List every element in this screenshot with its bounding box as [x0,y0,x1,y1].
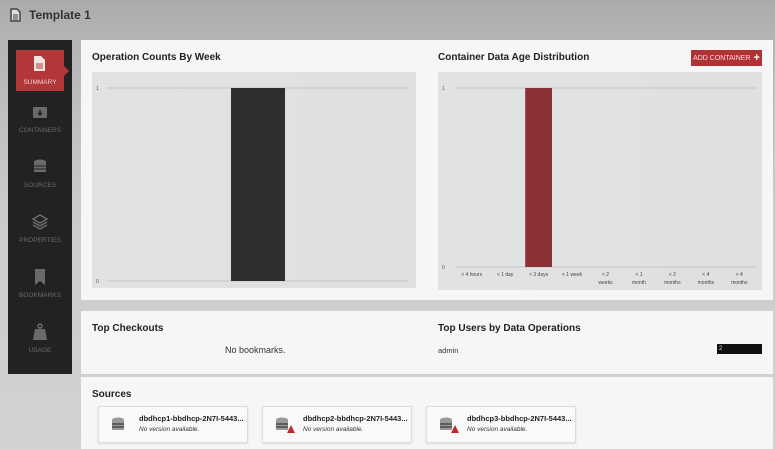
x-tick-label: < 2 [669,272,676,278]
age-chart-title: Container Data Age Distribution [438,52,590,63]
stats-panel [81,311,773,374]
sidebar-item-label: USAGE [28,347,52,354]
x-tick-label: months [698,280,715,286]
sidebar-item-label: CONTAINERS [18,127,62,134]
sidebar-item-properties[interactable]: PROPERTIES [8,201,72,256]
sidebar-item-usage[interactable]: USAGE [8,311,72,366]
weight-icon [33,323,47,340]
layers-icon [31,214,49,230]
sidebar: SUMMARY CONTAINERS SOURCES PROPERTIES BOOKMA… [8,40,72,374]
source-version: No version available. [139,426,200,433]
database-icon [276,417,295,433]
top-users-title: Top Users by Data Operations [438,323,581,334]
sidebar-item-sources[interactable]: SOURCES [8,146,72,201]
x-tick-label: < 1 week [562,272,583,278]
source-name: dbdhcp1-bbdhcp-2N7I-5443... [139,414,244,423]
database-icon [112,417,124,430]
user-name: admin [438,346,459,355]
x-tick-label: < 4 [702,272,709,278]
operation-chart-title: Operation Counts By Week [92,52,221,63]
source-name: dbdhcp3-bbdhcp-2N7I-5443... [467,414,572,423]
document-icon [34,56,45,71]
database-icon [34,159,46,172]
container-icon [33,107,47,118]
x-tick-label: < 3 days [529,272,549,278]
sidebar-item-bookmarks[interactable]: BOOKMARKS [8,256,72,311]
sidebar-item-containers[interactable]: CONTAINERS [8,91,72,146]
x-tick-label: < 2 [602,272,609,278]
y-tick-label: 0 [442,265,445,271]
y-tick-label: 1 [96,86,99,92]
document-icon [10,8,21,22]
y-tick-label: 0 [96,279,99,285]
age-chart: 0 1 < 4 hours < 1 day < 3 days < 1 week < 2 wee… [438,72,762,290]
user-count-bar: 2 [717,344,762,354]
plus-icon: + [753,52,760,64]
y-tick-label: 1 [442,86,445,92]
source-version: No version available. [467,426,528,433]
x-tick-label: months [731,280,748,286]
bar [231,88,285,281]
x-tick-label: < 4 hours [461,272,482,278]
sidebar-item-summary[interactable]: SUMMARY [16,50,69,91]
bookmark-icon [35,269,45,285]
source-card[interactable]: dbdhcp3-bbdhcp-2N7I-5443... No version av… [426,406,576,443]
source-name: dbdhcp2-bbdhcp-2N7I-5443... [303,414,408,423]
source-card[interactable]: dbdhcp2-bbdhcp-2N7I-5443... No version av… [262,406,412,443]
sidebar-item-label: PROPERTIES [19,237,61,244]
sidebar-item-label: SUMMARY [23,79,57,86]
page-title: Template 1 [10,8,91,22]
x-tick-label: < 1 [635,272,642,278]
source-version: No version available. [303,426,364,433]
warning-icon [287,425,295,433]
database-icon [440,417,459,433]
add-container-button[interactable]: ADD CONTAINER + [691,50,762,66]
x-tick-label: < 1 day [497,272,514,278]
source-card[interactable]: dbdhcp1-bbdhcp-2N7I-5443... No version av… [98,406,248,443]
x-tick-label: > 4 [736,272,743,278]
sidebar-item-label: BOOKMARKS [19,292,61,299]
no-bookmarks-text: No bookmarks. [225,345,286,355]
x-tick-label: weeks [598,280,613,286]
warning-icon [451,425,459,433]
sources-title: Sources [92,389,132,400]
sidebar-item-label: SOURCES [23,182,57,189]
x-tick-label: month [632,280,646,286]
bar [525,88,552,267]
x-tick-label: months [664,280,681,286]
top-checkouts-title: Top Checkouts [92,323,164,334]
